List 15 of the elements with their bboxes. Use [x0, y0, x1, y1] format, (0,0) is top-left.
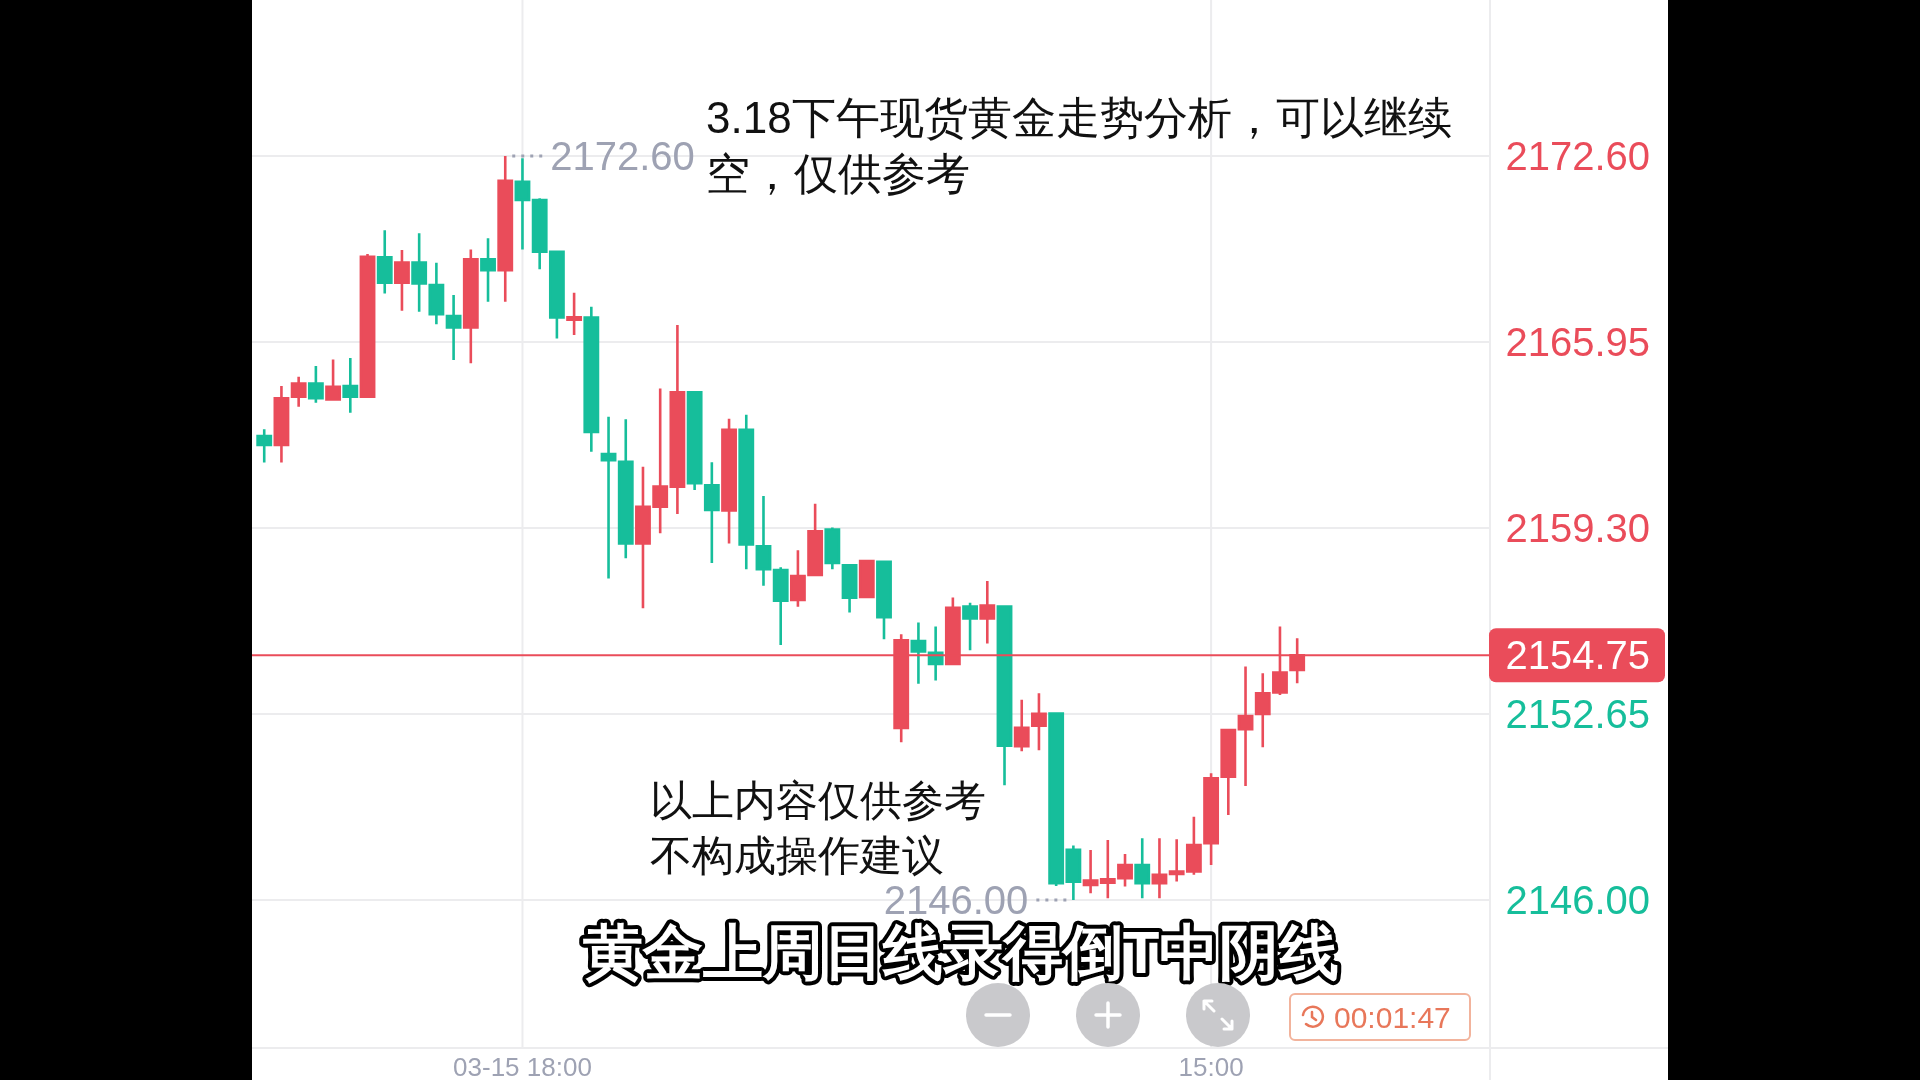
- x-tick-label: 15:00: [1178, 1052, 1244, 1080]
- text: 00:01:47: [1334, 1000, 1451, 1034]
- y-tick-label: 2172.60: [1505, 134, 1650, 179]
- ref-label: 2154.75: [1489, 628, 1665, 683]
- extreme-label: 2172.60: [512, 134, 695, 179]
- y-tick-label: 2159.30: [1505, 506, 1650, 551]
- x-tick-label: 03-15 18:00: [453, 1052, 592, 1080]
- ref-line-label: 2154.75: [1505, 633, 1650, 678]
- annotation: 以上内容仅供参考: [650, 776, 986, 824]
- y-tick-label: 2146.00: [1505, 878, 1650, 923]
- annotation: 2172.60: [550, 134, 695, 179]
- annotation: 不构成操作建议: [650, 831, 944, 879]
- y-tick-label: 2165.95: [1505, 320, 1650, 365]
- text: 3.18下午现货黄金走势分析，可以继续空，仅供参考: [706, 92, 1452, 198]
- y-tick-label: 2152.65: [1505, 692, 1650, 737]
